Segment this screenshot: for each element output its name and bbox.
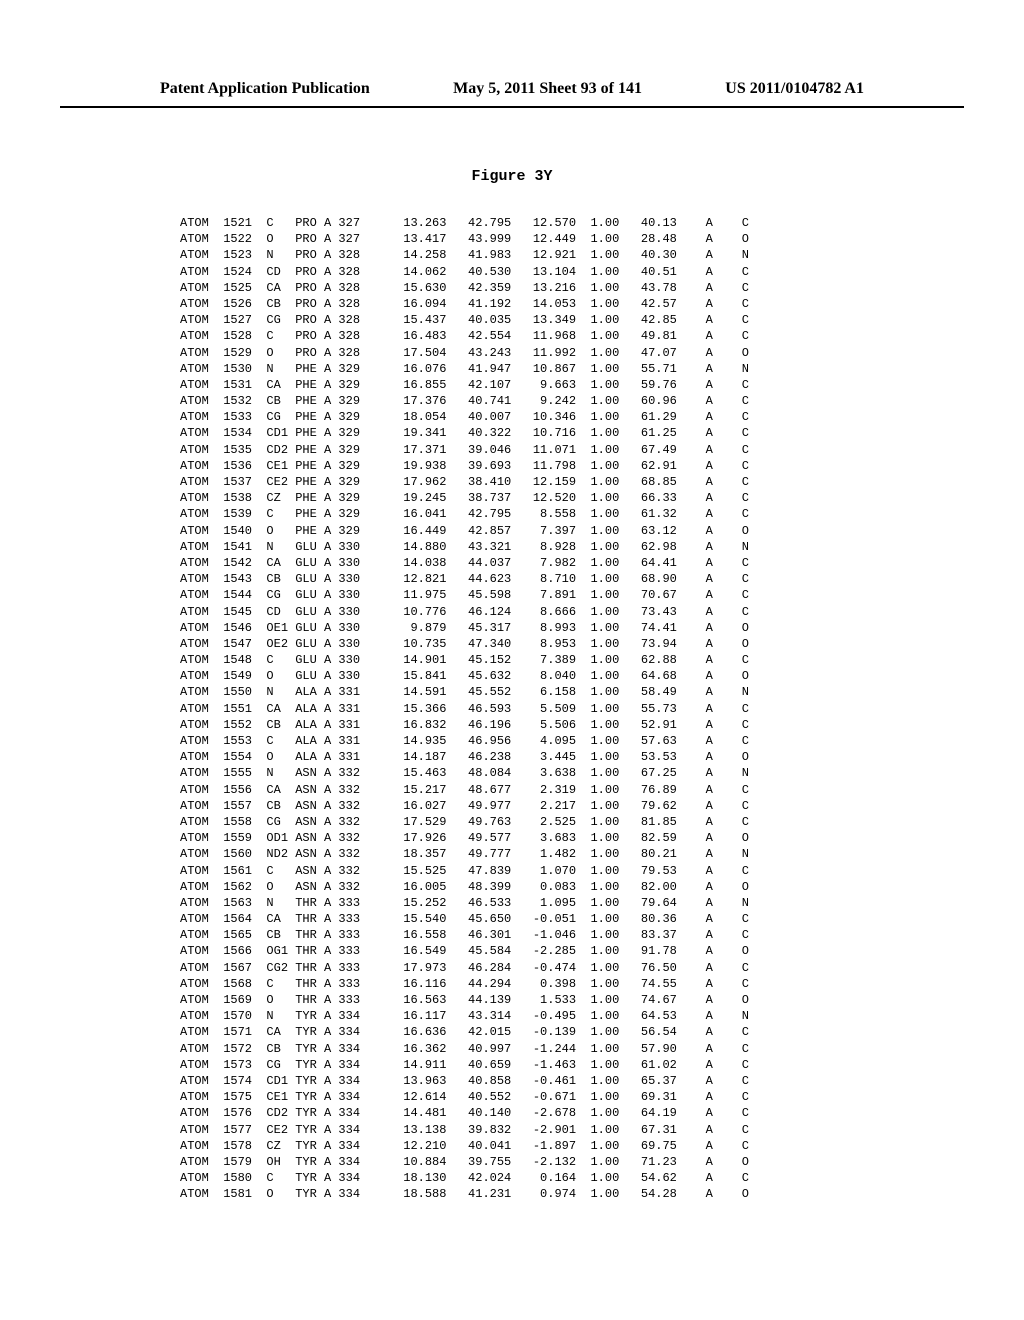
table-row: ATOM 1579 OH TYR A 334 10.884 39.755 -2.… [180,1154,1024,1170]
table-row: ATOM 1539 C PHE A 329 16.041 42.795 8.55… [180,506,1024,522]
table-row: ATOM 1572 CB TYR A 334 16.362 40.997 -1.… [180,1041,1024,1057]
table-row: ATOM 1557 CB ASN A 332 16.027 49.977 2.2… [180,798,1024,814]
header-left: Patent Application Publication [160,80,370,98]
table-row: ATOM 1554 O ALA A 331 14.187 46.238 3.44… [180,749,1024,765]
table-row: ATOM 1526 CB PRO A 328 16.094 41.192 14.… [180,296,1024,312]
table-row: ATOM 1525 CA PRO A 328 15.630 42.359 13.… [180,280,1024,296]
table-row: ATOM 1574 CD1 TYR A 334 13.963 40.858 -0… [180,1073,1024,1089]
table-row: ATOM 1564 CA THR A 333 15.540 45.650 -0.… [180,911,1024,927]
table-row: ATOM 1538 CZ PHE A 329 19.245 38.737 12.… [180,490,1024,506]
table-row: ATOM 1576 CD2 TYR A 334 14.481 40.140 -2… [180,1105,1024,1121]
table-row: ATOM 1529 O PRO A 328 17.504 43.243 11.9… [180,345,1024,361]
table-row: ATOM 1577 CE2 TYR A 334 13.138 39.832 -2… [180,1122,1024,1138]
table-row: ATOM 1537 CE2 PHE A 329 17.962 38.410 12… [180,474,1024,490]
table-row: ATOM 1556 CA ASN A 332 15.217 48.677 2.3… [180,782,1024,798]
table-row: ATOM 1546 OE1 GLU A 330 9.879 45.317 8.9… [180,620,1024,636]
table-row: ATOM 1547 OE2 GLU A 330 10.735 47.340 8.… [180,636,1024,652]
table-row: ATOM 1551 CA ALA A 331 15.366 46.593 5.5… [180,701,1024,717]
header-center: May 5, 2011 Sheet 93 of 141 [453,80,642,98]
table-row: ATOM 1578 CZ TYR A 334 12.210 40.041 -1.… [180,1138,1024,1154]
table-row: ATOM 1540 O PHE A 329 16.449 42.857 7.39… [180,523,1024,539]
table-row: ATOM 1565 CB THR A 333 16.558 46.301 -1.… [180,927,1024,943]
table-row: ATOM 1549 O GLU A 330 15.841 45.632 8.04… [180,668,1024,684]
table-row: ATOM 1542 CA GLU A 330 14.038 44.037 7.9… [180,555,1024,571]
table-row: ATOM 1560 ND2 ASN A 332 18.357 49.777 1.… [180,846,1024,862]
table-row: ATOM 1571 CA TYR A 334 16.636 42.015 -0.… [180,1024,1024,1040]
table-row: ATOM 1536 CE1 PHE A 329 19.938 39.693 11… [180,458,1024,474]
table-row: ATOM 1545 CD GLU A 330 10.776 46.124 8.6… [180,604,1024,620]
table-row: ATOM 1534 CD1 PHE A 329 19.341 40.322 10… [180,425,1024,441]
table-row: ATOM 1521 C PRO A 327 13.263 42.795 12.5… [180,215,1024,231]
atom-coordinate-table: ATOM 1521 C PRO A 327 13.263 42.795 12.5… [180,215,1024,1202]
table-row: ATOM 1531 CA PHE A 329 16.855 42.107 9.6… [180,377,1024,393]
table-row: ATOM 1573 CG TYR A 334 14.911 40.659 -1.… [180,1057,1024,1073]
table-row: ATOM 1543 CB GLU A 330 12.821 44.623 8.7… [180,571,1024,587]
table-row: ATOM 1567 CG2 THR A 333 17.973 46.284 -0… [180,960,1024,976]
table-row: ATOM 1575 CE1 TYR A 334 12.614 40.552 -0… [180,1089,1024,1105]
table-row: ATOM 1566 OG1 THR A 333 16.549 45.584 -2… [180,943,1024,959]
table-row: ATOM 1570 N TYR A 334 16.117 43.314 -0.4… [180,1008,1024,1024]
table-row: ATOM 1541 N GLU A 330 14.880 43.321 8.92… [180,539,1024,555]
figure-title: Figure 3Y [0,168,1024,185]
table-row: ATOM 1552 CB ALA A 331 16.832 46.196 5.5… [180,717,1024,733]
table-row: ATOM 1550 N ALA A 331 14.591 45.552 6.15… [180,684,1024,700]
table-row: ATOM 1532 CB PHE A 329 17.376 40.741 9.2… [180,393,1024,409]
table-row: ATOM 1522 O PRO A 327 13.417 43.999 12.4… [180,231,1024,247]
table-row: ATOM 1533 CG PHE A 329 18.054 40.007 10.… [180,409,1024,425]
table-row: ATOM 1527 CG PRO A 328 15.437 40.035 13.… [180,312,1024,328]
header-right: US 2011/0104782 A1 [725,80,864,98]
table-row: ATOM 1528 C PRO A 328 16.483 42.554 11.9… [180,328,1024,344]
table-row: ATOM 1569 O THR A 333 16.563 44.139 1.53… [180,992,1024,1008]
table-row: ATOM 1559 OD1 ASN A 332 17.926 49.577 3.… [180,830,1024,846]
table-row: ATOM 1548 C GLU A 330 14.901 45.152 7.38… [180,652,1024,668]
table-row: ATOM 1563 N THR A 333 15.252 46.533 1.09… [180,895,1024,911]
table-row: ATOM 1558 CG ASN A 332 17.529 49.763 2.5… [180,814,1024,830]
table-row: ATOM 1544 CG GLU A 330 11.975 45.598 7.8… [180,587,1024,603]
table-row: ATOM 1530 N PHE A 329 16.076 41.947 10.8… [180,361,1024,377]
table-row: ATOM 1553 C ALA A 331 14.935 46.956 4.09… [180,733,1024,749]
table-row: ATOM 1523 N PRO A 328 14.258 41.983 12.9… [180,247,1024,263]
table-row: ATOM 1535 CD2 PHE A 329 17.371 39.046 11… [180,442,1024,458]
page-header: Patent Application Publication May 5, 20… [60,0,964,108]
table-row: ATOM 1524 CD PRO A 328 14.062 40.530 13.… [180,264,1024,280]
table-row: ATOM 1581 O TYR A 334 18.588 41.231 0.97… [180,1186,1024,1202]
table-row: ATOM 1580 C TYR A 334 18.130 42.024 0.16… [180,1170,1024,1186]
table-row: ATOM 1561 C ASN A 332 15.525 47.839 1.07… [180,863,1024,879]
table-row: ATOM 1562 O ASN A 332 16.005 48.399 0.08… [180,879,1024,895]
table-row: ATOM 1555 N ASN A 332 15.463 48.084 3.63… [180,765,1024,781]
table-row: ATOM 1568 C THR A 333 16.116 44.294 0.39… [180,976,1024,992]
